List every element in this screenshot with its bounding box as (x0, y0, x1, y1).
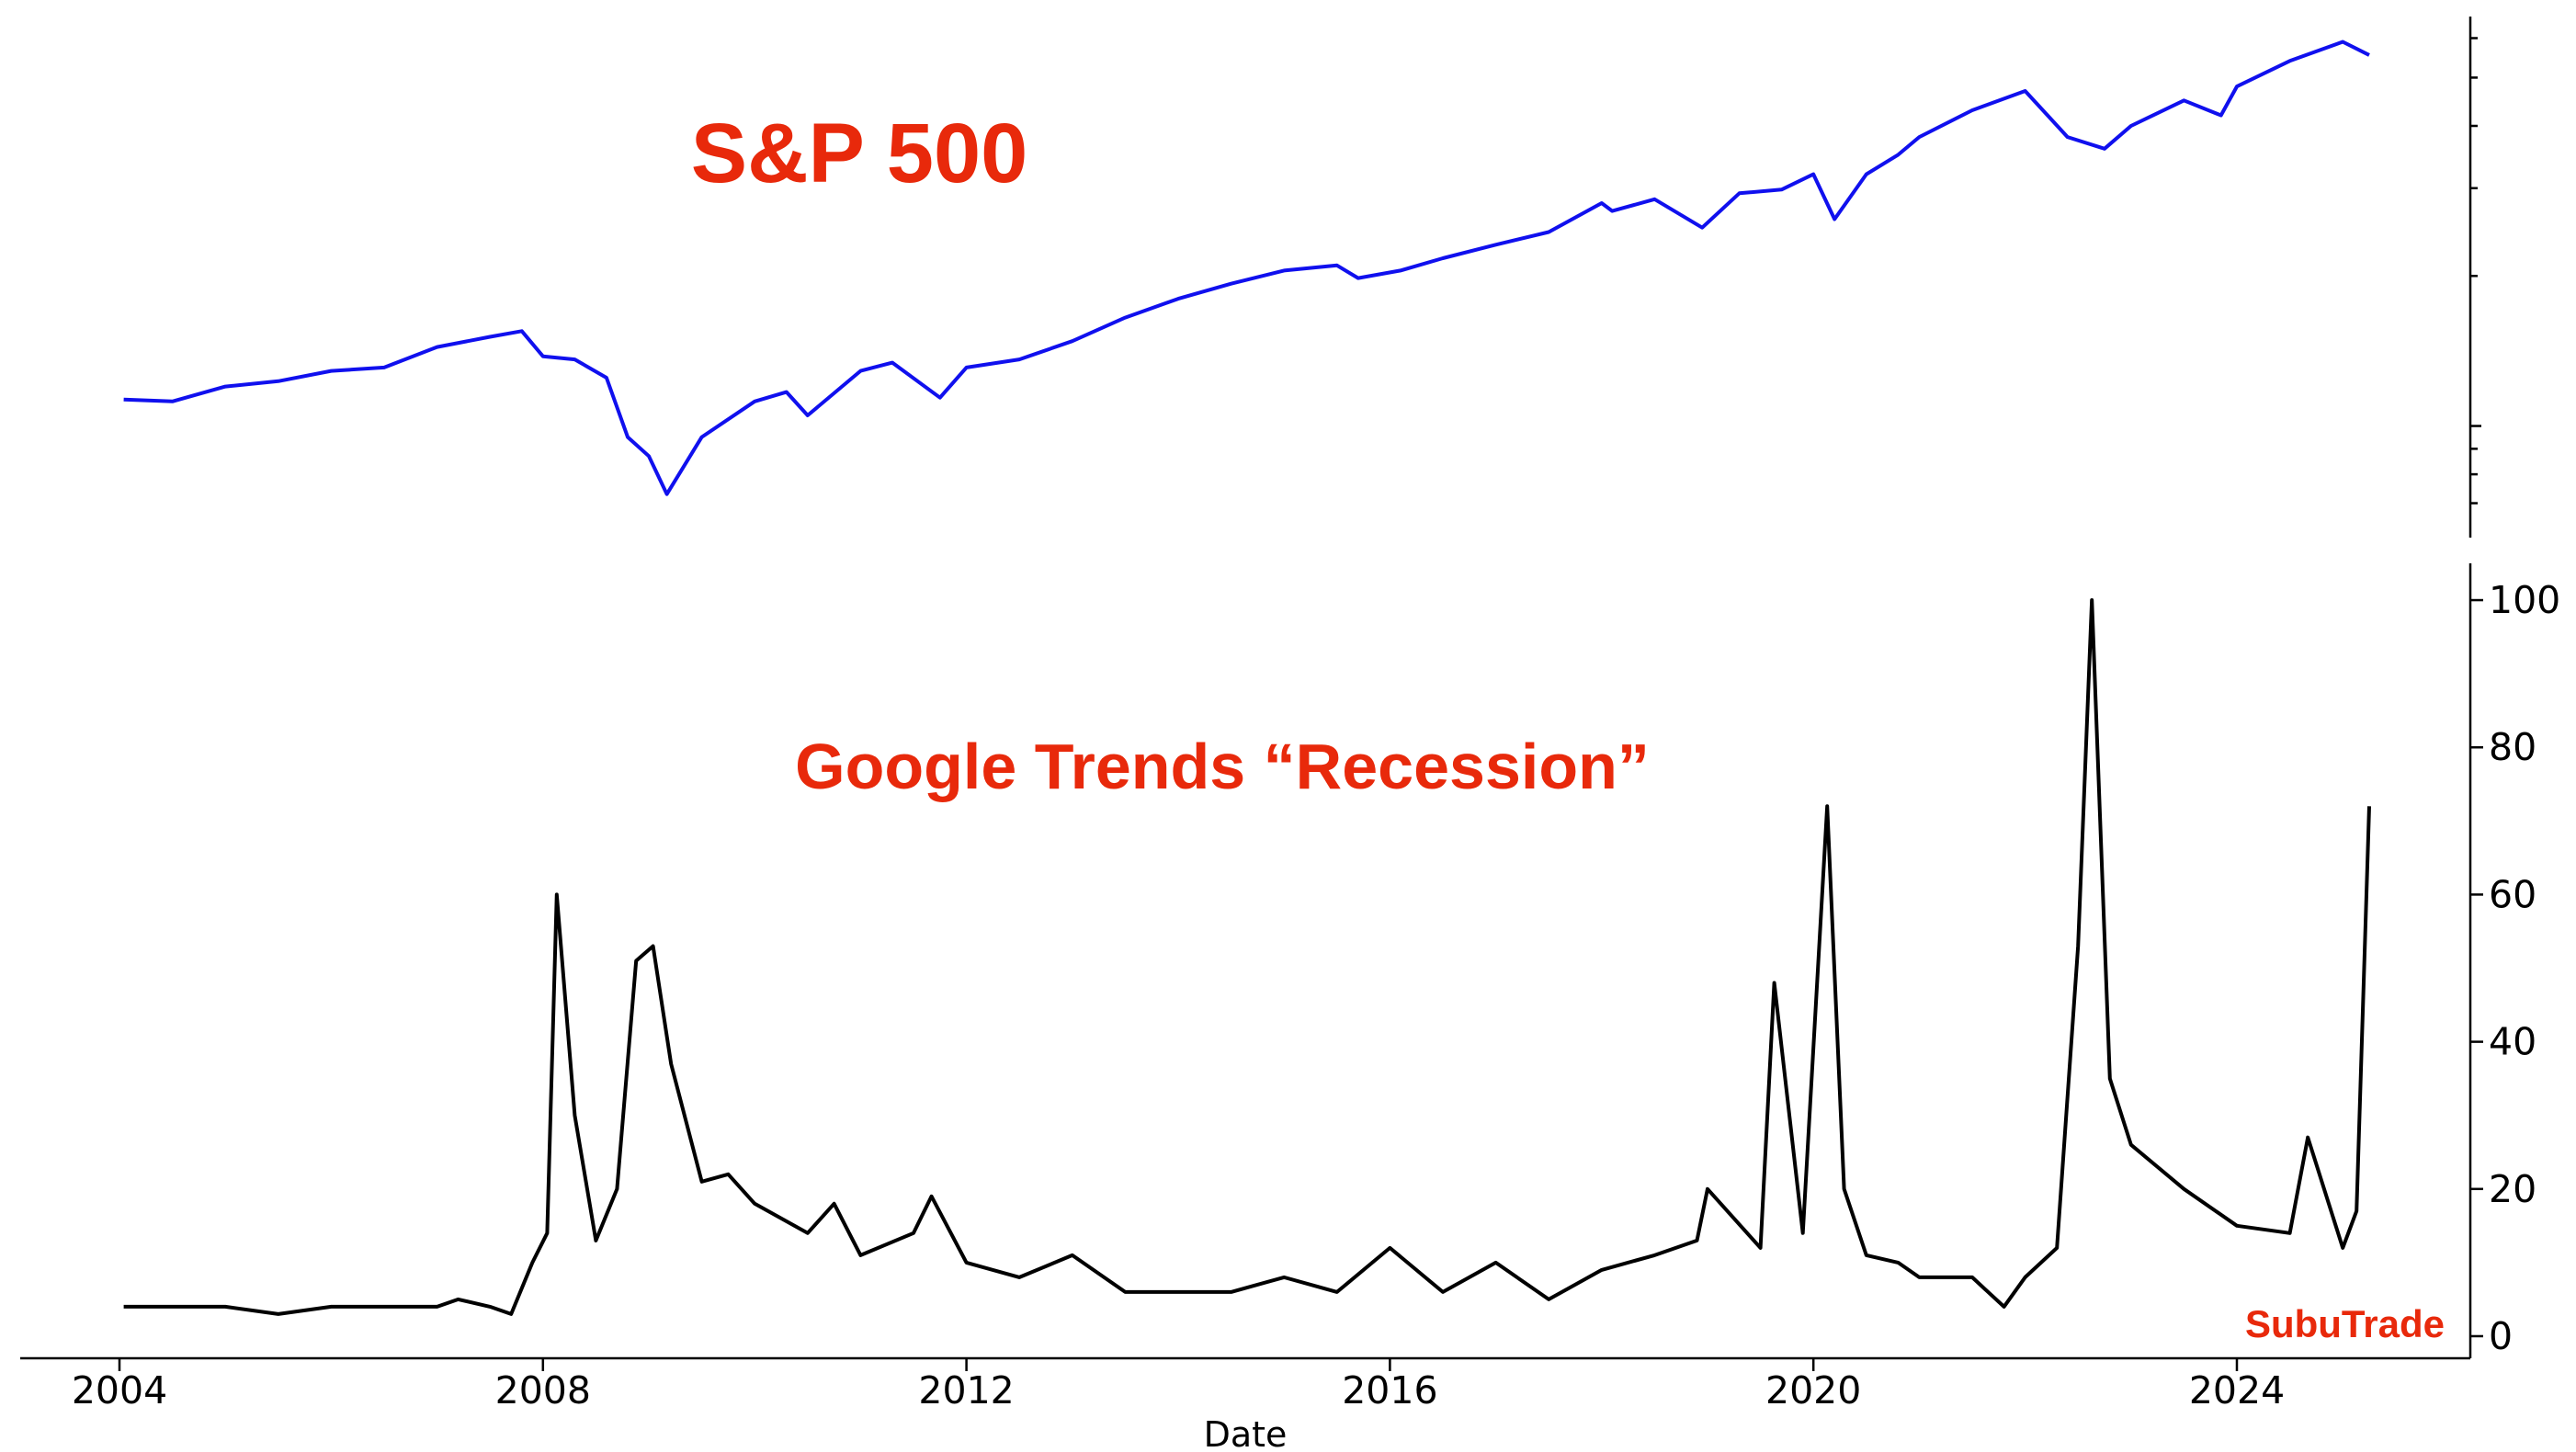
trends-title: Google Trends “Recession” (795, 731, 1650, 802)
y-tick-label: 40 (2489, 1020, 2536, 1064)
sp500-panel: S&P 500 (123, 17, 2481, 538)
sp500-log-ticks (2470, 37, 2481, 505)
y-tick-label: 0 (2489, 1314, 2513, 1358)
sp500-series-line (123, 40, 2370, 496)
x-tick-label: 2024 (2189, 1368, 2285, 1412)
x-tick-label: 2012 (918, 1368, 1014, 1412)
y-tick-label: 80 (2489, 725, 2536, 769)
x-tick-label: 2020 (1765, 1368, 1861, 1412)
sp500-title: S&P 500 (691, 107, 1028, 200)
y-tick-label: 100 (2489, 578, 2560, 622)
trends-series-line (123, 598, 2371, 1316)
y-tick-label: 60 (2489, 872, 2536, 916)
x-tick-label: 2016 (1342, 1368, 1437, 1412)
x-axis-ticks: 2004 2008 2012 2016 2020 2024 (72, 1358, 2285, 1412)
y-tick-label: 20 (2489, 1167, 2536, 1211)
y-axis-ticks: 0 20 40 60 80 100 (2470, 578, 2560, 1358)
trends-panel: 2004 2008 2012 2016 2020 2024 0 20 40 60 80 100 Go… (20, 563, 2560, 1452)
x-tick-label: 2004 (72, 1368, 167, 1412)
subutrade-watermark: SubuTrade (2245, 1302, 2445, 1345)
x-tick-label: 2008 (495, 1368, 591, 1412)
x-axis-label: Date (1204, 1414, 1288, 1452)
